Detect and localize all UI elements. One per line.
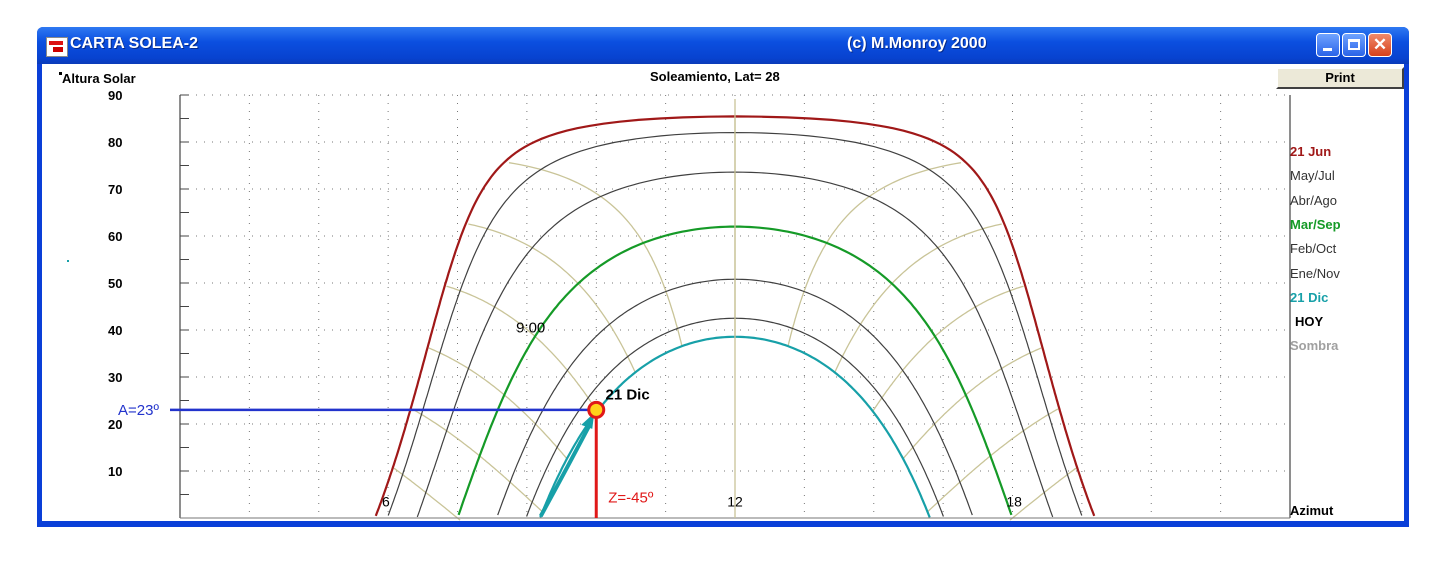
hour-line [834, 223, 1002, 373]
hour-line [1009, 467, 1077, 521]
y-tick-label: 10 [108, 464, 122, 479]
close-button[interactable]: ✕ [1368, 33, 1392, 57]
hour-line [393, 467, 461, 521]
legend-item: Ene/Nov [1290, 265, 1340, 281]
close-icon: ✕ [1372, 35, 1388, 54]
title-bar[interactable]: CARTA SOLEA-2 (c) M.Monroy 2000 ✕ [37, 27, 1409, 64]
window-subtitle: (c) M.Monroy 2000 [847, 35, 987, 52]
sun-path-chart: A=23º Z=-45º 21 Dic Altura Solar Soleamien… [59, 69, 1334, 521]
app-icon[interactable] [46, 37, 68, 57]
y-tick-label: 60 [108, 229, 122, 244]
legend-item: Abr/Ago [1290, 192, 1337, 208]
altitude-marker-label: A=23º [118, 402, 159, 419]
hour-label-9: 9:00 [516, 319, 545, 336]
legend-item: Mar/Sep [1290, 216, 1341, 232]
hour-line [872, 285, 1024, 412]
sun-position-marker [587, 400, 606, 419]
curve-label-21-dic: 21 Dic [606, 387, 650, 404]
legend-item: Feb/Oct [1290, 241, 1337, 257]
legend-item: 21 Jun [1290, 144, 1332, 159]
side-dot [67, 260, 69, 262]
hour-label-12: 12 [727, 493, 743, 509]
chart-panel: A=23º Z=-45º 21 Dic Altura Solar Soleamien… [42, 64, 1404, 521]
y-tick-label: 80 [108, 135, 122, 150]
hour-label-6: 6 [382, 493, 390, 509]
hour-line [468, 223, 636, 373]
hour-line [787, 162, 962, 347]
minimize-icon [1323, 48, 1332, 51]
minimize-button[interactable] [1316, 33, 1340, 57]
window-title: CARTA SOLEA-2 [70, 35, 198, 52]
arrow-icon [538, 420, 594, 518]
y-tick-label: 50 [108, 276, 122, 291]
legend-item: 21 Dic [1290, 289, 1329, 305]
y-tick-label: 20 [108, 417, 122, 432]
legend-item: Sombra [1290, 338, 1339, 354]
y-tick-label: 30 [108, 370, 122, 385]
y-tick-label: 70 [108, 182, 122, 197]
app-window: CARTA SOLEA-2 (c) M.Monroy 2000 ✕ A=23º Z… [37, 27, 1409, 527]
y-tick-label: 40 [108, 323, 122, 338]
y-tick-label: 90 [108, 88, 122, 103]
hour-line [446, 285, 598, 412]
x-axis-label: Azimut [1290, 503, 1334, 518]
chart-title: Soleamiento, Lat= 28 [650, 69, 780, 84]
legend-item: HOY [1295, 314, 1324, 330]
y-axis-bullet [59, 72, 62, 75]
maximize-button[interactable] [1342, 33, 1366, 57]
maximize-icon [1348, 39, 1360, 50]
legend-item: May/Jul [1290, 168, 1335, 184]
hour-label-18: 18 [1006, 493, 1022, 509]
print-button[interactable]: Print [1276, 67, 1404, 89]
azimuth-marker-label: Z=-45º [608, 489, 654, 506]
y-axis-label: Altura Solar [62, 71, 136, 86]
